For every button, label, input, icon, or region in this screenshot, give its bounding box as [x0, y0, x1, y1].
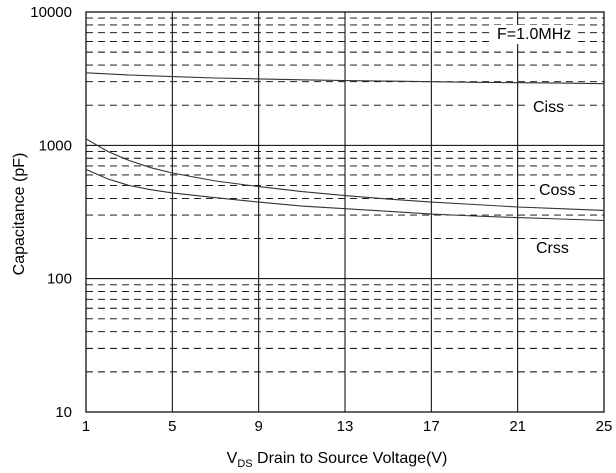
y-tick-label: 1000 — [39, 137, 72, 154]
x-tick-label: 25 — [596, 418, 613, 435]
plot-frame — [85, 11, 605, 413]
x-axis-title-subscript: DS — [237, 458, 252, 470]
series-label-coss: Coss — [539, 182, 575, 199]
series-line-ciss — [85, 72, 605, 85]
annotation-background — [491, 25, 578, 44]
x-tick-label: 21 — [509, 418, 526, 435]
frequency-annotation: F=1.0MHz — [497, 26, 571, 43]
x-axis-title-main: V — [227, 450, 238, 467]
series-label-crss: Crss — [536, 240, 569, 257]
x-tick-label: 1 — [82, 418, 90, 435]
x-tick-label: 9 — [254, 418, 262, 435]
ciss-label-background — [529, 98, 569, 117]
y-tick-label: 10000 — [30, 4, 72, 21]
series-line-crss — [85, 168, 605, 222]
y-tick-label: 10 — [55, 404, 72, 421]
crss-label-background — [532, 239, 573, 258]
major-grid — [85, 11, 605, 413]
y-axis-title: Capacitance (pF) — [11, 153, 28, 276]
x-tick-label: 13 — [337, 418, 354, 435]
series-label-ciss: Ciss — [533, 99, 564, 116]
series-line-coss — [85, 138, 605, 211]
x-tick-label: 17 — [423, 418, 440, 435]
series-layer — [85, 72, 605, 222]
tick-labels: 1 5 9 13 17 21 25 10 100 1000 10000 — [30, 4, 612, 435]
x-axis-title: VDS Drain to Source Voltage(V) — [227, 450, 448, 470]
x-axis-title-rest: Drain to Source Voltage(V) — [253, 450, 448, 467]
coss-label-background — [535, 181, 580, 200]
x-tick-label: 5 — [168, 418, 176, 435]
y-tick-label: 100 — [47, 271, 72, 288]
